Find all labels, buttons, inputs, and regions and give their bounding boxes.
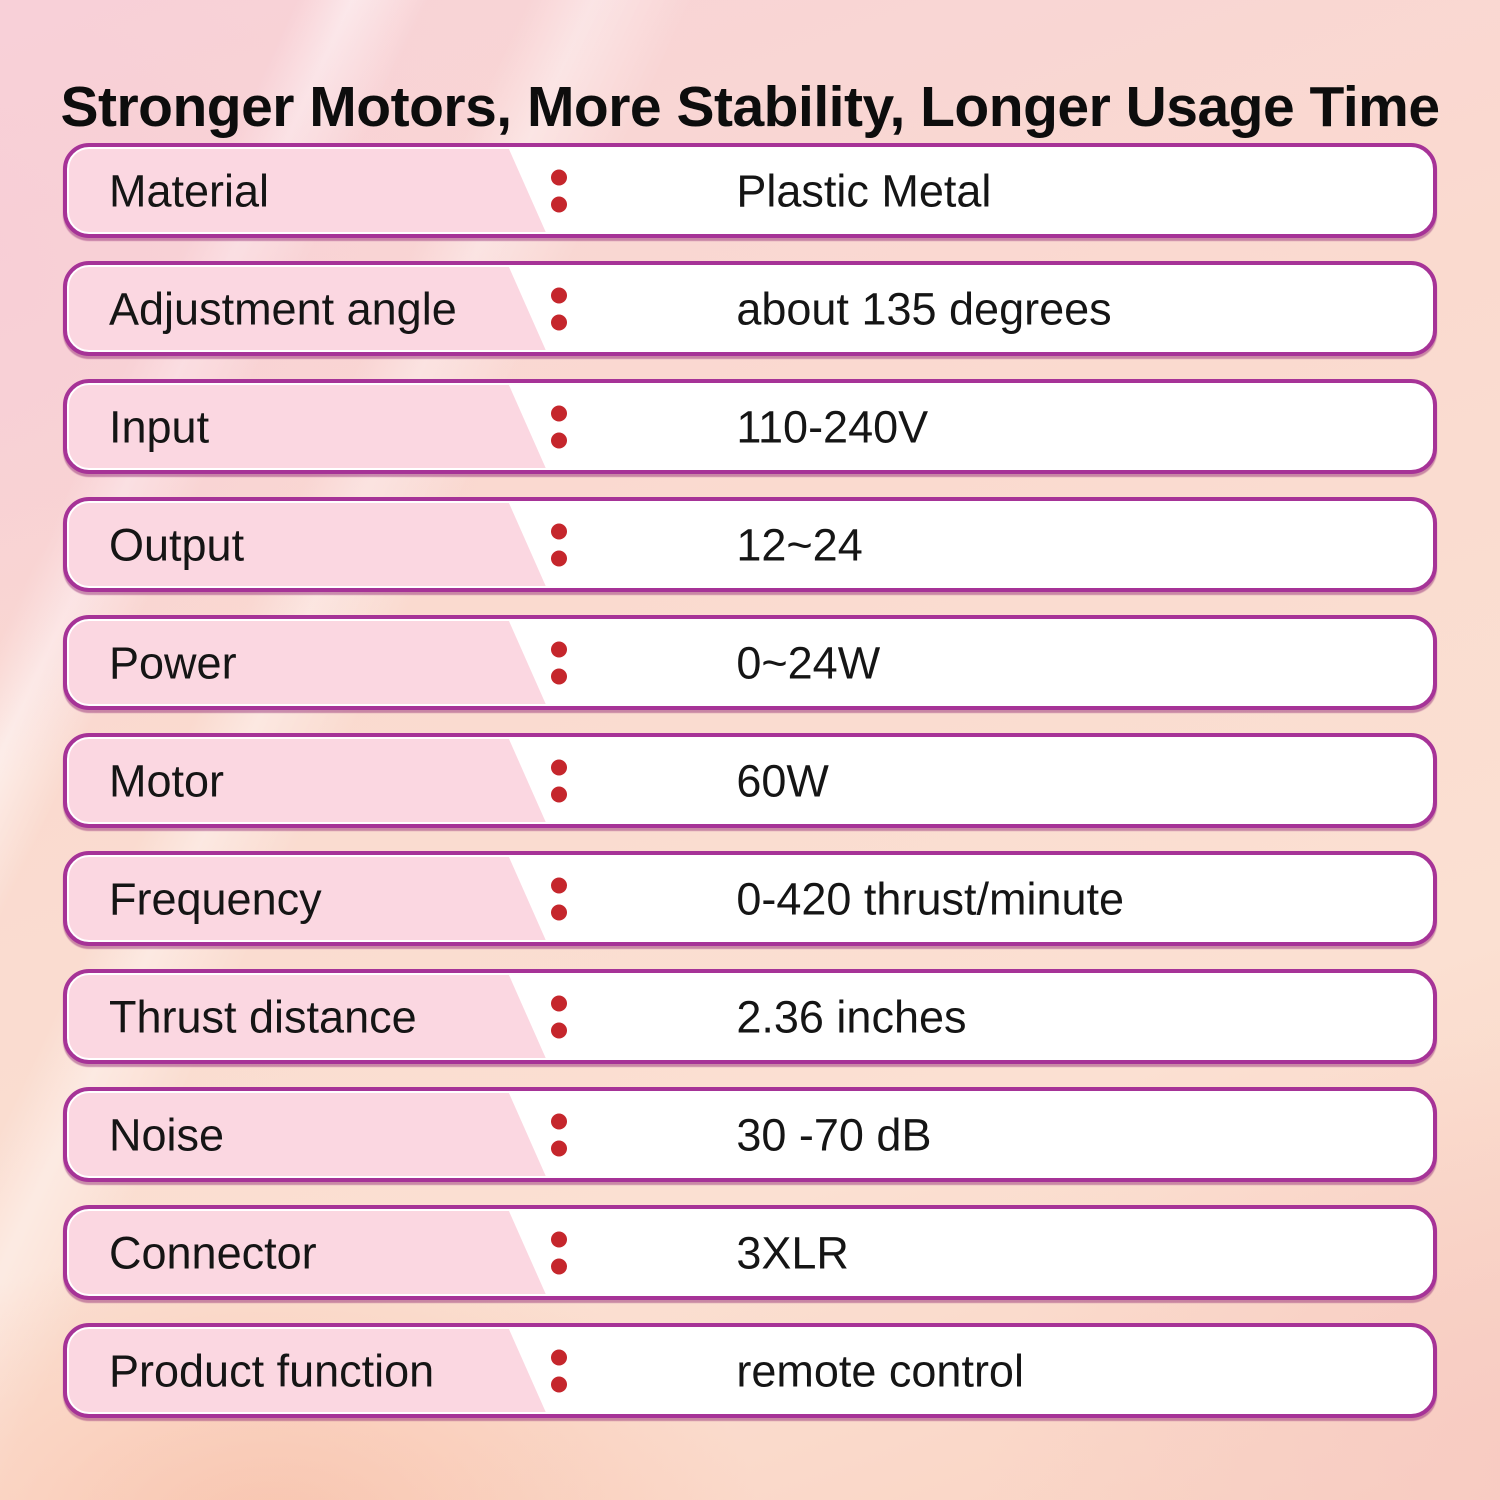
colon-separator-icon <box>550 169 567 212</box>
dot-icon <box>550 523 567 539</box>
spec-value: 60W <box>736 755 829 806</box>
dot-icon <box>550 1140 567 1156</box>
spec-value: 30 -70 dB <box>736 1109 932 1160</box>
spec-row-material: Material Plastic Metal <box>63 143 1437 238</box>
dot-icon <box>550 1349 567 1365</box>
row-label-background <box>69 1329 546 1412</box>
colon-separator-icon <box>550 1349 567 1392</box>
row-label-background <box>69 503 546 586</box>
colon-separator-icon <box>550 287 567 330</box>
colon-separator-icon <box>550 759 567 802</box>
spec-value: 3XLR <box>736 1227 849 1278</box>
dot-icon <box>550 877 567 893</box>
dot-icon <box>550 641 567 657</box>
row-label-background <box>69 621 546 704</box>
colon-separator-icon <box>550 1113 567 1156</box>
spec-row-product-function: Product function remote control <box>63 1323 1437 1418</box>
row-label-background <box>69 385 546 468</box>
colon-separator-icon <box>550 877 567 920</box>
dot-icon <box>550 1258 567 1274</box>
spec-label: Output <box>109 519 245 570</box>
spec-value: 110-240V <box>736 401 929 452</box>
spec-row-noise: Noise 30 -70 dB <box>63 1087 1437 1182</box>
spec-value: Plastic Metal <box>736 165 992 216</box>
spec-label: Input <box>109 401 210 452</box>
spec-label: Thrust distance <box>109 991 417 1042</box>
colon-separator-icon <box>550 1231 567 1274</box>
colon-separator-icon <box>550 405 567 448</box>
row-label-background <box>69 149 546 232</box>
dot-icon <box>550 759 567 775</box>
colon-separator-icon <box>550 995 567 1038</box>
dot-icon <box>550 1376 567 1392</box>
spec-row-thrust-distance: Thrust distance 2.36 inches <box>63 969 1437 1064</box>
spec-label: Material <box>109 165 270 216</box>
dot-icon <box>550 668 567 684</box>
page-title: Stronger Motors, More Stability, Longer … <box>60 75 1440 140</box>
spec-row-motor: Motor 60W <box>63 733 1437 828</box>
spec-label: Motor <box>109 755 225 806</box>
spec-label: Product function <box>109 1345 435 1396</box>
spec-row-power: Power 0~24W <box>63 615 1437 710</box>
colon-separator-icon <box>550 523 567 566</box>
dot-icon <box>550 550 567 566</box>
dot-icon <box>550 1113 567 1129</box>
dot-icon <box>550 1022 567 1038</box>
row-label-background <box>69 267 546 350</box>
spec-row-output: Output 12~24 <box>63 497 1437 592</box>
row-label-background <box>69 1093 546 1176</box>
dot-icon <box>550 287 567 303</box>
dot-icon <box>550 169 567 185</box>
spec-value: 0~24W <box>736 637 881 688</box>
spec-value: 0-420 thrust/minute <box>736 873 1125 924</box>
row-label-background <box>69 857 546 940</box>
spec-label: Connector <box>109 1227 317 1278</box>
spec-value: 12~24 <box>736 519 863 570</box>
spec-table: Material Plastic Metal Adjustment angle … <box>63 143 1437 1418</box>
dot-icon <box>550 1231 567 1247</box>
spec-row-frequency: Frequency 0-420 thrust/minute <box>63 851 1437 946</box>
spec-value: 2.36 inches <box>736 991 967 1042</box>
row-label-background <box>69 975 546 1058</box>
dot-icon <box>550 904 567 920</box>
spec-label: Adjustment angle <box>109 283 457 334</box>
spec-label: Noise <box>109 1109 225 1160</box>
dot-icon <box>550 432 567 448</box>
spec-row-input: Input 110-240V <box>63 379 1437 474</box>
dot-icon <box>550 314 567 330</box>
dot-icon <box>550 196 567 212</box>
spec-value: about 135 degrees <box>736 283 1112 334</box>
spec-row-connector: Connector 3XLR <box>63 1205 1437 1300</box>
spec-label: Power <box>109 637 237 688</box>
spec-value: remote control <box>736 1345 1024 1396</box>
colon-separator-icon <box>550 641 567 684</box>
spec-label: Frequency <box>109 873 322 924</box>
spec-row-adjustment-angle: Adjustment angle about 135 degrees <box>63 261 1437 356</box>
row-label-background <box>69 1211 546 1294</box>
dot-icon <box>550 995 567 1011</box>
row-label-background <box>69 739 546 822</box>
dot-icon <box>550 786 567 802</box>
dot-icon <box>550 405 567 421</box>
